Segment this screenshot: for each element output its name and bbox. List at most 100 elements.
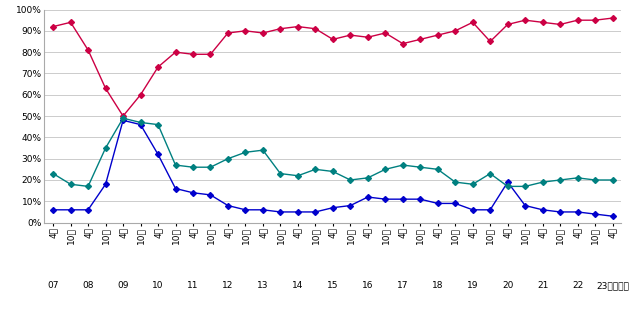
当面、新規投賄を控える [49,208,57,212]
新規投賄を積極的に行う [189,52,197,56]
当面、新規投賄を控える [102,182,110,186]
既存所有物件を売却する [329,169,337,173]
新規投賄を積極的に行う [154,65,162,69]
既存所有物件を売却する [417,165,424,169]
新規投賄を積極的に行う [207,52,214,56]
当面、新規投賄を控える [67,208,74,212]
新規投賄を積極的に行う [434,33,441,37]
当面、新規投賄を控える [434,202,441,205]
既存所有物件を売却する [294,174,302,178]
新規投賄を積極的に行う [137,93,145,97]
既存所有物件を売却する [137,121,145,124]
新規投賄を積極的に行う [276,27,284,31]
Line: 新規投賄を積極的に行う: 新規投賄を積極的に行う [51,16,614,118]
当面、新規投賄を控える [311,210,319,214]
当面、新規投賄を控える [539,208,547,212]
当面、新規投賄を控える [451,202,459,205]
既存所有物件を売却する [556,178,564,182]
当面、新規投賄を控える [609,214,616,218]
新規投賄を積極的に行う [347,33,354,37]
既存所有物件を売却する [84,184,92,188]
Text: 13: 13 [257,281,269,290]
当面、新規投賄を控える [137,123,145,127]
既存所有物件を売却する [592,178,599,182]
Text: 19: 19 [467,281,479,290]
当面、新規投賄を控える [189,191,197,195]
既存所有物件を売却する [574,176,581,180]
既存所有物件を売却する [399,163,406,167]
既存所有物件を売却する [434,167,441,171]
新規投賄を積極的に行う [224,31,232,35]
新規投賄を積極的に行う [84,48,92,52]
Text: 12: 12 [223,281,234,290]
Line: 既存所有物件を売却する: 既存所有物件を売却する [51,116,614,189]
Text: 22: 22 [572,281,583,290]
既存所有物件を売却する [224,157,232,161]
既存所有物件を売却する [49,172,57,176]
Text: 23（年度）: 23（年度） [596,281,629,290]
新規投賄を積極的に行う [259,31,267,35]
当面、新規投賄を控える [119,118,127,122]
既存所有物件を売却する [504,184,512,188]
新規投賄を積極的に行う [382,31,389,35]
既存所有物件を売却する [189,165,197,169]
当面、新規投賄を控える [486,208,494,212]
新規投賄を積極的に行う [539,20,547,24]
Text: 11: 11 [187,281,198,290]
当面、新規投賄を控える [556,210,564,214]
既存所有物件を売却する [154,123,162,127]
既存所有物件を売却する [259,148,267,152]
新規投賄を積極的に行う [574,18,581,22]
Text: 21: 21 [537,281,548,290]
Text: 17: 17 [397,281,408,290]
既存所有物件を売却する [539,180,547,184]
Text: 09: 09 [117,281,129,290]
当面、新規投賄を控える [521,204,529,207]
Text: 16: 16 [362,281,373,290]
新規投賄を積極的に行う [592,18,599,22]
当面、新規投賄を控える [347,204,354,207]
当面、新規投賄を控える [417,197,424,201]
新規投賄を積極的に行う [364,35,372,39]
新規投賄を積極的に行う [329,38,337,41]
新規投賄を積極的に行う [451,29,459,33]
既存所有物件を売却する [172,163,179,167]
既存所有物件を売却する [242,150,249,154]
既存所有物件を売却する [311,167,319,171]
Text: 14: 14 [292,281,304,290]
当面、新規投賄を控える [329,206,337,210]
既存所有物件を売却する [67,182,74,186]
新規投賄を積極的に行う [172,50,179,54]
新規投賄を積極的に行う [609,16,616,20]
既存所有物件を売却する [119,116,127,120]
既存所有物件を売却する [347,178,354,182]
当面、新規投賄を控える [364,195,372,199]
既存所有物件を売却する [382,167,389,171]
当面、新規投賄を控える [259,208,267,212]
Text: 15: 15 [327,281,339,290]
当面、新規投賄を控える [207,193,214,197]
当面、新規投賄を控える [172,187,179,190]
新規投賄を積極的に行う [399,42,406,45]
既存所有物件を売却する [451,180,459,184]
既存所有物件を売却する [486,172,494,176]
当面、新規投賄を控える [399,197,406,201]
当面、新規投賄を控える [84,208,92,212]
新規投賄を積極的に行う [67,20,74,24]
Line: 当面、新規投賄を控える: 当面、新規投賄を控える [51,118,614,218]
新規投賄を積極的に行う [49,25,57,29]
新規投賄を積極的に行う [294,25,302,29]
既存所有物件を売却する [102,146,110,150]
既存所有物件を売却する [609,178,616,182]
当面、新規投賄を控える [242,208,249,212]
新規投賄を積極的に行う [504,23,512,26]
新規投賄を積極的に行う [102,86,110,90]
当面、新規投賄を控える [469,208,477,212]
新規投賄を積極的に行う [469,20,477,24]
新規投賄を積極的に行う [119,114,127,118]
当面、新規投賄を控える [574,210,581,214]
当面、新規投賄を控える [294,210,302,214]
当面、新規投賄を控える [224,204,232,207]
既存所有物件を売却する [364,176,372,180]
当面、新規投賄を控える [504,180,512,184]
